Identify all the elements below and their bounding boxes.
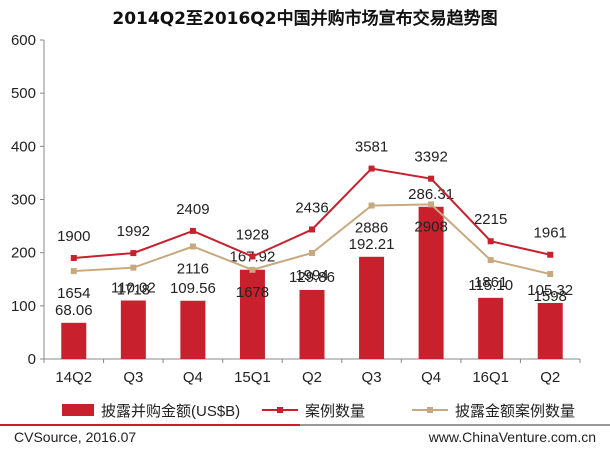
disclosed-count-marker — [189, 243, 196, 250]
disclosed-count-label: 1861 — [474, 274, 507, 291]
x-tick-label: 14Q2 — [55, 369, 92, 386]
disclosed-count-label: 1654 — [57, 285, 90, 302]
website-url: www.ChinaVenture.com.cn — [428, 429, 596, 445]
disclosed-count-label: 1678 — [236, 284, 269, 301]
bar-value-label: 192.21 — [349, 236, 395, 253]
source-credit: CVSource, 2016.07 — [14, 429, 137, 445]
bar — [418, 206, 444, 359]
case-count-label: 2436 — [295, 199, 328, 216]
case-count-marker — [309, 226, 315, 233]
disclosed-count-marker — [368, 202, 375, 209]
bar — [299, 289, 325, 359]
case-count-label: 1992 — [117, 223, 150, 240]
x-tick-label: Q3 — [362, 369, 382, 386]
case-count-label: 1900 — [57, 228, 90, 245]
bar-value-label: 109.56 — [170, 280, 216, 297]
bar-value-label: 110.02 — [111, 280, 156, 297]
legend-disclosed-label: 披露金额案例数量 — [455, 402, 575, 420]
disclosed-count-label: 1994 — [295, 267, 328, 284]
disclosed-count-label: 2886 — [355, 220, 388, 237]
disclosed-count-marker — [249, 266, 256, 273]
case-count-marker — [487, 238, 494, 245]
case-count-marker — [428, 175, 435, 182]
y-tick-label: 100 — [11, 298, 36, 315]
bar — [239, 269, 265, 359]
case-count-marker — [70, 254, 77, 261]
case-count-marker — [547, 251, 554, 258]
y-tick-label: 400 — [11, 138, 36, 155]
case-count-label: 1961 — [534, 225, 567, 242]
disclosed-count-label: 1598 — [534, 288, 567, 305]
y-tick-label: 600 — [11, 32, 36, 49]
legend-disclosed-marker — [427, 407, 433, 413]
disclosed-count-marker — [547, 271, 554, 278]
x-tick-label: 15Q1 — [234, 369, 271, 386]
case-count-label: 2409 — [176, 201, 209, 218]
case-count-label: 2215 — [474, 211, 507, 228]
x-tick-label: Q4 — [421, 369, 441, 386]
bar-value-label: 68.06 — [55, 302, 93, 319]
y-tick-label: 500 — [11, 85, 36, 102]
disclosed-count-marker — [309, 249, 315, 256]
y-tick-label: 0 — [28, 351, 36, 368]
bar-value-label: 129.86 — [289, 269, 335, 286]
disclosed-count-marker — [487, 257, 494, 264]
case-count-marker — [249, 253, 256, 260]
bar — [61, 322, 87, 359]
disclosed-count-label: 2908 — [414, 218, 447, 235]
chart-title: 2014Q2至2016Q2中国并购市场宣布交易趋势图 — [112, 9, 498, 29]
case-count-label: 3581 — [355, 139, 388, 156]
case-count-label: 1928 — [236, 226, 269, 243]
disclosed-count-label: 2116 — [177, 260, 209, 277]
bar — [478, 297, 504, 359]
x-tick-label: 16Q1 — [472, 369, 509, 386]
bar — [180, 300, 206, 359]
bar-value-label: 105.32 — [527, 282, 573, 299]
footer-divider-red — [0, 424, 300, 426]
bar — [537, 303, 563, 359]
disclosed-count-marker — [428, 201, 435, 208]
legend-bar-swatch — [62, 404, 94, 416]
y-tick-label: 200 — [11, 245, 36, 262]
y-tick-label: 300 — [11, 192, 36, 209]
bar-value-label: 115.10 — [468, 277, 513, 294]
bar — [120, 300, 146, 359]
x-tick-label: Q3 — [123, 369, 143, 386]
x-tick-label: Q2 — [302, 369, 322, 386]
x-tick-label: Q4 — [183, 369, 203, 386]
disclosed-count-marker — [130, 264, 137, 271]
disclosed-count-marker — [70, 268, 77, 275]
footer-divider-gray — [300, 424, 610, 426]
legend-case-label: 案例数量 — [305, 402, 365, 420]
x-tick-label: Q2 — [540, 369, 560, 386]
bar — [359, 256, 385, 359]
case-count-marker — [130, 250, 137, 257]
legend-case-marker — [277, 407, 283, 413]
case-count-label: 3392 — [414, 149, 447, 166]
case-count-marker — [368, 165, 375, 172]
disclosed-count-label: 1718 — [117, 282, 150, 299]
legend-bar-label: 披露并购金额(US$B) — [101, 403, 240, 420]
case-count-marker — [189, 227, 196, 234]
